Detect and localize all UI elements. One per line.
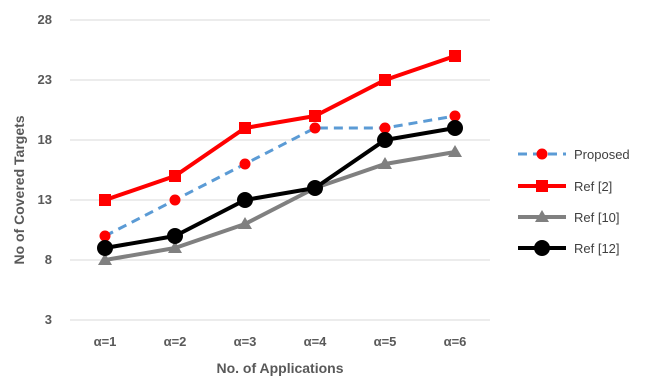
data-point-ref-2 — [239, 122, 251, 134]
series-line-ref-10 — [104, 150, 456, 262]
series-group — [97, 50, 463, 265]
data-point-ref-2 — [449, 50, 461, 62]
grid-lines — [70, 19, 490, 321]
data-point-ref-2 — [309, 110, 321, 122]
data-point-ref-12 — [237, 192, 253, 208]
legend-marker-proposed — [536, 148, 548, 160]
data-point-ref-12 — [377, 132, 393, 148]
x-tick-label: α=2 — [164, 334, 187, 349]
legend-label-ref-10: Ref [10] — [574, 210, 620, 225]
data-point-proposed — [239, 158, 251, 170]
data-point-ref-12 — [447, 120, 463, 136]
data-point-ref-10 — [448, 145, 462, 157]
series-line-ref-12 — [104, 126, 456, 250]
data-point-ref-12 — [97, 240, 113, 256]
x-axis-ticks: α=1 α=2 α=3 α=4 α=5 α=6 — [94, 334, 467, 349]
y-tick-label: 3 — [45, 312, 52, 327]
y-tick-label: 18 — [38, 132, 52, 147]
data-point-ref-12 — [307, 180, 323, 196]
data-point-proposed — [169, 194, 181, 206]
data-point-ref-10 — [98, 253, 112, 265]
series-line-proposed — [104, 114, 456, 238]
legend-label-ref-2: Ref [2] — [574, 179, 612, 194]
data-point-ref-2 — [99, 194, 111, 206]
x-tick-label: α=4 — [304, 334, 328, 349]
legend-marker-ref-12 — [534, 240, 550, 256]
series-line-ref-2 — [104, 54, 456, 202]
data-point-ref-10 — [168, 241, 182, 253]
legend-marker-ref-10 — [535, 210, 549, 222]
data-point-proposed — [449, 110, 461, 122]
legend: Proposed Ref [2] Ref [10] Ref [12] — [518, 147, 630, 256]
y-tick-label: 28 — [38, 12, 52, 27]
y-tick-label: 8 — [45, 252, 52, 267]
y-tick-label: 23 — [38, 72, 52, 87]
data-point-ref-2 — [169, 170, 181, 182]
data-point-ref-2 — [379, 74, 391, 86]
data-point-ref-10 — [238, 217, 252, 229]
x-tick-label: α=1 — [94, 334, 117, 349]
x-axis-title: No. of Applications — [216, 360, 343, 376]
y-tick-label: 13 — [38, 192, 52, 207]
legend-label-proposed: Proposed — [574, 147, 630, 162]
legend-label-ref-12: Ref [12] — [574, 241, 620, 256]
x-tick-label: α=3 — [234, 334, 257, 349]
data-point-proposed — [379, 122, 391, 134]
data-point-proposed — [99, 230, 111, 242]
data-point-ref-10 — [378, 157, 392, 169]
x-tick-label: α=6 — [444, 334, 467, 349]
y-axis-ticks: 3 8 13 18 23 28 — [38, 12, 52, 327]
legend-marker-ref-2 — [536, 180, 548, 192]
data-point-proposed — [309, 122, 321, 134]
data-point-ref-12 — [167, 228, 183, 244]
y-axis-title: No of Covered Targets — [11, 115, 27, 264]
x-tick-label: α=5 — [374, 334, 397, 349]
